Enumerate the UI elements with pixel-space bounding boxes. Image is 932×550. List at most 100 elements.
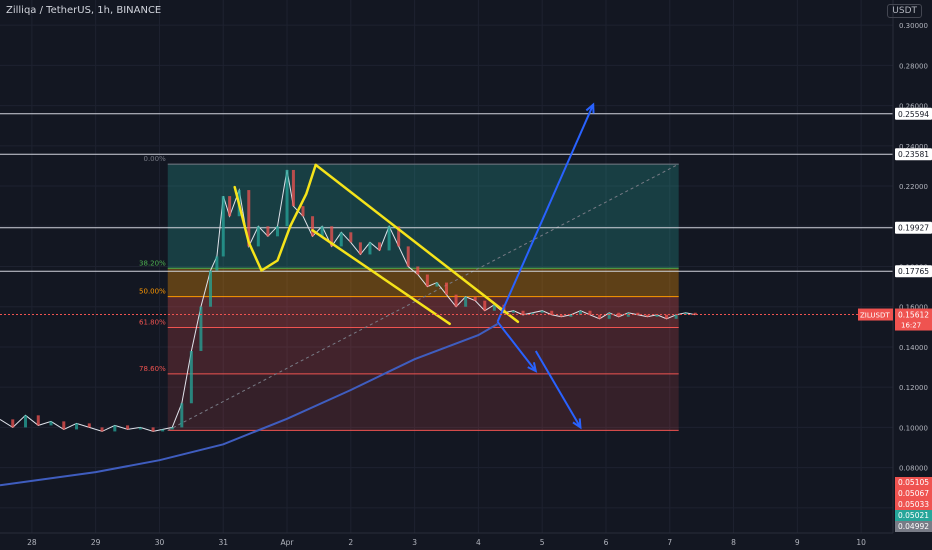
level-tag-0: 0.25594 xyxy=(898,110,929,119)
candle xyxy=(511,310,515,313)
projection-arrow-1 xyxy=(496,321,537,372)
symbol-tag-bg xyxy=(858,308,893,321)
bottom-tag-bg-2 xyxy=(895,499,932,510)
projection-arrow-2 xyxy=(534,350,582,428)
candle xyxy=(684,312,688,315)
candle xyxy=(645,314,649,317)
candle xyxy=(406,246,410,267)
candle xyxy=(161,429,165,432)
bottom-tag-bg-1 xyxy=(895,488,932,499)
level-tag-bg-1 xyxy=(895,148,932,161)
candle xyxy=(330,226,334,247)
candle xyxy=(208,270,212,307)
y-tick-label-9: 0.12000 xyxy=(899,384,928,392)
fib-zone-0 xyxy=(167,164,679,269)
candle xyxy=(180,403,184,428)
candle xyxy=(435,282,439,287)
bottom-tag-2: 0.05033 xyxy=(898,500,929,509)
bottom-tag-0: 0.05105 xyxy=(898,478,929,487)
candle xyxy=(126,425,130,430)
symbol-tag: ZILUSDT xyxy=(860,312,890,320)
candle xyxy=(247,190,251,247)
y-tick-label-1: 0.28000 xyxy=(899,62,928,70)
level-tag-2: 0.19927 xyxy=(898,224,929,233)
y-tick-label-4: 0.22000 xyxy=(899,183,928,191)
candle xyxy=(285,169,289,227)
candle xyxy=(113,425,117,432)
candle xyxy=(492,304,496,311)
candle xyxy=(291,169,295,207)
x-tick-label-11: 8 xyxy=(731,538,736,547)
candle xyxy=(550,310,554,315)
candle xyxy=(339,232,343,247)
current-price-tag-bg xyxy=(895,308,932,331)
candle xyxy=(655,314,659,317)
candle xyxy=(49,421,53,426)
candle xyxy=(221,196,225,257)
x-tick-label-8: 5 xyxy=(540,538,545,547)
level-tag-1: 0.23581 xyxy=(898,150,929,159)
candle xyxy=(199,306,203,351)
x-tick-label-9: 6 xyxy=(604,538,609,547)
candle xyxy=(138,427,142,430)
fib-trend-line xyxy=(167,163,679,431)
candle xyxy=(275,226,279,237)
candle xyxy=(531,312,535,315)
x-tick-label-1: 29 xyxy=(91,538,101,547)
fib-zone-4 xyxy=(167,373,679,431)
candle xyxy=(87,423,91,428)
x-tick-label-2: 30 xyxy=(155,538,165,547)
x-tick-label-0: 28 xyxy=(27,538,37,547)
x-tick-label-10: 7 xyxy=(667,538,672,547)
candle xyxy=(588,310,592,315)
candle xyxy=(75,423,79,430)
candle xyxy=(387,226,391,251)
candle xyxy=(578,310,582,315)
candle xyxy=(473,296,477,301)
y-tick-label-3: 0.24000 xyxy=(899,143,928,151)
candle xyxy=(62,421,66,430)
candle xyxy=(189,350,193,404)
bottom-tag-3: 0.05021 xyxy=(898,511,929,520)
candle xyxy=(311,216,315,237)
y-tick-label-2: 0.26000 xyxy=(899,103,928,111)
y-tick-label-8: 0.14000 xyxy=(899,344,928,352)
candle xyxy=(151,427,155,432)
pattern-cup-right xyxy=(288,163,317,228)
currency-selector[interactable]: USDT xyxy=(887,4,922,18)
x-tick-label-6: 3 xyxy=(412,538,417,547)
candle xyxy=(349,232,353,243)
countdown-tag: 16:27 xyxy=(901,322,921,330)
moving-average-line xyxy=(0,323,499,487)
y-tick-label-7: 0.16000 xyxy=(899,304,928,312)
bottom-tag-bg-3 xyxy=(895,510,932,521)
fib-level-label-4: 78.60% xyxy=(139,365,166,373)
fib-level-label-0: 0.00% xyxy=(144,155,167,163)
projection-arrowhead-2 xyxy=(572,418,582,430)
candle xyxy=(397,226,401,247)
pattern-channel-lower xyxy=(311,229,451,326)
candle xyxy=(368,242,372,255)
x-tick-label-3: 31 xyxy=(218,538,228,547)
candle xyxy=(425,274,429,287)
bottom-tag-bg-4 xyxy=(895,521,932,532)
candle xyxy=(693,312,697,315)
candle xyxy=(100,427,104,432)
x-tick-label-5: 2 xyxy=(348,538,353,547)
pattern-channel-upper xyxy=(314,163,520,324)
candle xyxy=(228,196,232,217)
candle xyxy=(416,266,420,275)
candle xyxy=(301,206,305,217)
bottom-tag-4: 0.04992 xyxy=(898,522,929,531)
chart-title: Zilliqa / TetherUS, 1h, BINANCE xyxy=(6,5,162,16)
fib-zone-3 xyxy=(167,327,679,374)
candle xyxy=(464,296,468,307)
candle xyxy=(170,427,174,430)
candle xyxy=(617,312,621,317)
projection-arrowhead-0 xyxy=(585,102,595,114)
y-tick-label-0: 0.30000 xyxy=(899,22,928,30)
candle xyxy=(24,415,28,428)
candle xyxy=(569,314,573,317)
x-tick-label-4: Apr xyxy=(281,538,295,547)
